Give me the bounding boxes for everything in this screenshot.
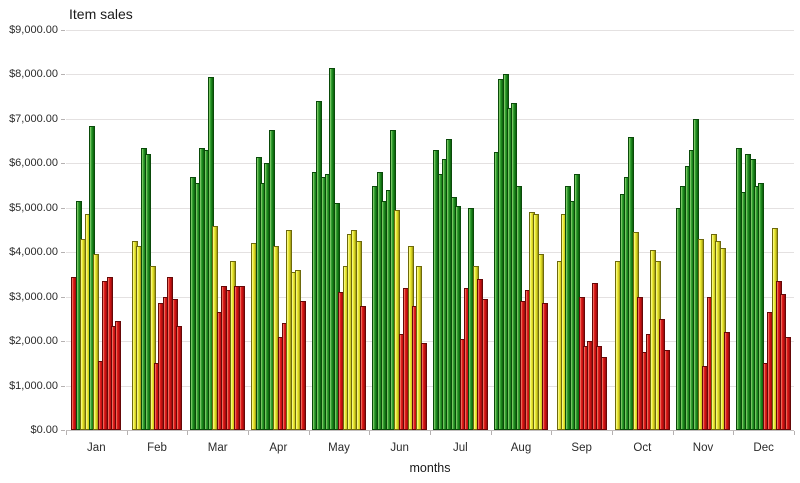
bar-sep-11	[600, 356, 607, 430]
bar-may-12	[360, 305, 367, 430]
x-axis-label: Nov	[692, 442, 714, 454]
gridline	[66, 118, 794, 120]
gridline	[66, 341, 794, 343]
x-axis-tick	[551, 431, 553, 435]
y-axis-label: $9,000.00	[9, 24, 58, 36]
x-axis-tick	[308, 431, 310, 435]
x-axis-baseline	[66, 430, 794, 431]
x-axis-label: Aug	[510, 442, 532, 454]
y-axis-label: $7,000.00	[9, 112, 58, 125]
y-axis-tick	[61, 163, 65, 165]
bar-jan-11	[115, 321, 122, 430]
x-axis-tick	[430, 431, 431, 435]
x-axis-title: months	[409, 461, 451, 475]
y-axis-label: $5,000.00	[9, 201, 58, 214]
x-axis-label: Jul	[452, 442, 468, 454]
bar-nov-6	[697, 238, 704, 430]
gridline	[66, 74, 794, 76]
y-axis-tick	[61, 30, 65, 31]
bar-feb-5	[149, 265, 156, 430]
x-axis-tick	[248, 431, 249, 435]
y-axis-tick	[61, 385, 65, 387]
gridline	[66, 207, 794, 209]
bar-dec-6	[758, 183, 765, 430]
y-axis-label: $0.00	[30, 424, 58, 436]
y-axis-tick	[61, 430, 65, 431]
y-axis-tick	[61, 118, 65, 120]
bar-jun-6	[394, 210, 401, 430]
x-axis-label: Sep	[571, 442, 592, 454]
gridline	[66, 296, 794, 298]
bar-feb-11	[176, 325, 182, 430]
y-axis-tick	[61, 74, 65, 76]
x-axis-tick	[733, 431, 735, 435]
x-axis-label: Feb	[147, 442, 167, 454]
x-axis-label: Dec	[753, 442, 774, 454]
x-axis-label: Oct	[633, 442, 652, 454]
y-axis-label: $8,000.00	[9, 68, 58, 81]
y-axis-label: $4,000.00	[9, 246, 58, 259]
bar-aug-12	[542, 303, 549, 430]
bar-jun-12	[420, 343, 427, 430]
x-axis-tick	[794, 431, 795, 435]
x-axis-tick	[126, 431, 128, 435]
x-axis-tick	[672, 431, 674, 435]
x-axis-label: Jun	[390, 442, 409, 454]
y-axis-tick	[61, 296, 65, 298]
x-axis-tick	[490, 431, 492, 435]
x-axis-tick	[369, 431, 371, 435]
y-axis-tick	[61, 252, 65, 254]
y-axis-tick	[61, 341, 65, 343]
bar-mar-12	[238, 285, 245, 430]
y-axis-label: $6,000.00	[9, 157, 58, 170]
chart-title: Item sales	[69, 6, 133, 22]
bar-jan-6	[93, 254, 100, 430]
y-axis-tick	[61, 207, 65, 209]
x-axis-tick	[187, 431, 189, 435]
x-axis-label: Jan	[87, 442, 106, 454]
gridline	[66, 30, 794, 31]
bar-apr-12	[299, 301, 306, 430]
x-axis-label: Apr	[269, 442, 288, 454]
y-axis-label: $3,000.00	[9, 290, 58, 303]
x-axis-tick	[66, 431, 67, 435]
x-axis-label: May	[328, 442, 350, 454]
x-axis-tick	[612, 431, 613, 435]
y-axis-label: $2,000.00	[9, 335, 58, 348]
bar-oct-12	[663, 350, 670, 430]
bar-dec-12	[784, 336, 791, 430]
bar-nov-12	[724, 332, 731, 430]
bar-jul-6	[455, 205, 462, 430]
gridline	[66, 163, 794, 165]
gridline	[66, 252, 794, 254]
gridline	[66, 385, 794, 387]
x-axis-label: Mar	[207, 442, 228, 454]
bar-jul-12	[481, 298, 488, 430]
y-axis-label: $1,000.00	[9, 379, 58, 392]
